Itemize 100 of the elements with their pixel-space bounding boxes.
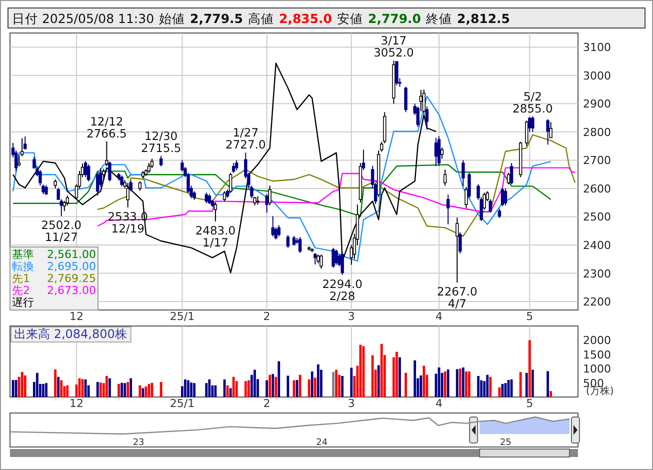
text: 遅行 (12, 296, 34, 309)
bar (477, 376, 480, 397)
candlestick (425, 106, 429, 130)
bar (377, 365, 380, 397)
bar (550, 391, 552, 397)
candlestick (222, 190, 226, 202)
x-tick-label: 12 (69, 310, 84, 323)
bar (99, 382, 102, 397)
annotation: 5/2 2855.0 (512, 89, 553, 116)
bar (446, 369, 450, 397)
candlestick (531, 116, 534, 132)
candlestick (204, 192, 208, 204)
bar (371, 355, 374, 397)
bar (24, 375, 26, 397)
candlestick (416, 106, 420, 128)
candlestick (232, 162, 236, 174)
candlestick (150, 158, 154, 169)
bar (350, 368, 353, 397)
text: 2,812.5 (457, 11, 510, 26)
bar (422, 366, 426, 397)
x-tick-label: 23 (132, 438, 144, 448)
bar (60, 380, 63, 397)
candlestick (265, 194, 268, 214)
chart-title: 出来高 2,084,800株 (14, 327, 127, 341)
candlestick (298, 236, 302, 254)
bar (118, 384, 120, 397)
candlestick (102, 168, 106, 180)
bar (45, 383, 48, 397)
x-tick-label: 25 (500, 438, 512, 448)
bar (20, 372, 24, 397)
candlestick (440, 146, 444, 160)
candlestick (84, 160, 88, 178)
x-tick-label: 24 (316, 438, 328, 448)
bar (308, 379, 310, 397)
candlestick (456, 217, 459, 284)
bar (486, 374, 489, 397)
x-tick-label: 5 (526, 310, 534, 323)
bar (456, 369, 458, 397)
x-tick-label: 12 (69, 397, 84, 410)
bar (36, 372, 38, 397)
annotation: 2267.0 4/7 (437, 284, 478, 311)
bar (160, 382, 162, 397)
text: 安値 (337, 11, 364, 26)
bar (138, 385, 142, 397)
x-tick-label: 5 (526, 397, 534, 410)
bar (396, 352, 398, 397)
bar (214, 385, 217, 397)
candlestick (500, 187, 504, 206)
bar (341, 376, 344, 397)
candlestick (340, 252, 344, 276)
candlestick (380, 141, 384, 152)
bar (229, 388, 232, 397)
candlestick (458, 232, 462, 254)
bar (314, 378, 316, 397)
bar (108, 378, 111, 397)
candlestick (96, 172, 100, 196)
bar (444, 371, 446, 397)
bar (489, 376, 492, 397)
candlestick (334, 249, 338, 266)
x-tick-label: 4 (436, 310, 443, 323)
y-tick-label: 2800 (583, 126, 611, 139)
candlestick (443, 169, 447, 186)
bar (398, 357, 401, 397)
candlestick (42, 184, 45, 195)
bar (420, 375, 422, 397)
x-tick-label: 2 (263, 397, 270, 410)
candlestick (498, 208, 502, 218)
bar (254, 370, 256, 397)
candlestick (504, 188, 508, 206)
y-tick-label: 2500 (583, 210, 611, 224)
annotation: 2,695.00 (47, 260, 96, 273)
bar (528, 340, 531, 397)
bar (465, 371, 468, 397)
bar (54, 369, 57, 397)
x-tick-label: 25/1 (170, 310, 195, 323)
candlestick (120, 174, 124, 187)
text: 日付 2025/05/08 11:30 (12, 11, 154, 26)
bar (272, 374, 274, 397)
y-tick-label: 2300 (583, 267, 611, 280)
candlestick (395, 61, 398, 86)
candlestick (159, 155, 163, 167)
bar (57, 376, 60, 397)
y-tick-label: 2400 (583, 238, 611, 252)
bar (193, 383, 196, 397)
candlestick (234, 160, 238, 171)
annotation: 3/17 3052.0 (374, 34, 414, 60)
annotation: 2483.0 1/17 (195, 224, 236, 250)
bar (120, 382, 123, 397)
annotation: 2,769.25 (47, 272, 96, 285)
x-tick-label: 25/1 (170, 397, 195, 410)
bar (266, 380, 268, 397)
candlestick (17, 154, 21, 167)
candlestick (437, 136, 441, 166)
candlestick (138, 180, 142, 192)
annotation: 2,561.00 (47, 248, 96, 261)
text: 高値 (248, 11, 274, 26)
y-tick-label: 2700 (583, 154, 611, 168)
bar (274, 376, 278, 397)
text: 2,779.5 (190, 11, 244, 26)
y-tick-label: 1500 (583, 348, 611, 362)
